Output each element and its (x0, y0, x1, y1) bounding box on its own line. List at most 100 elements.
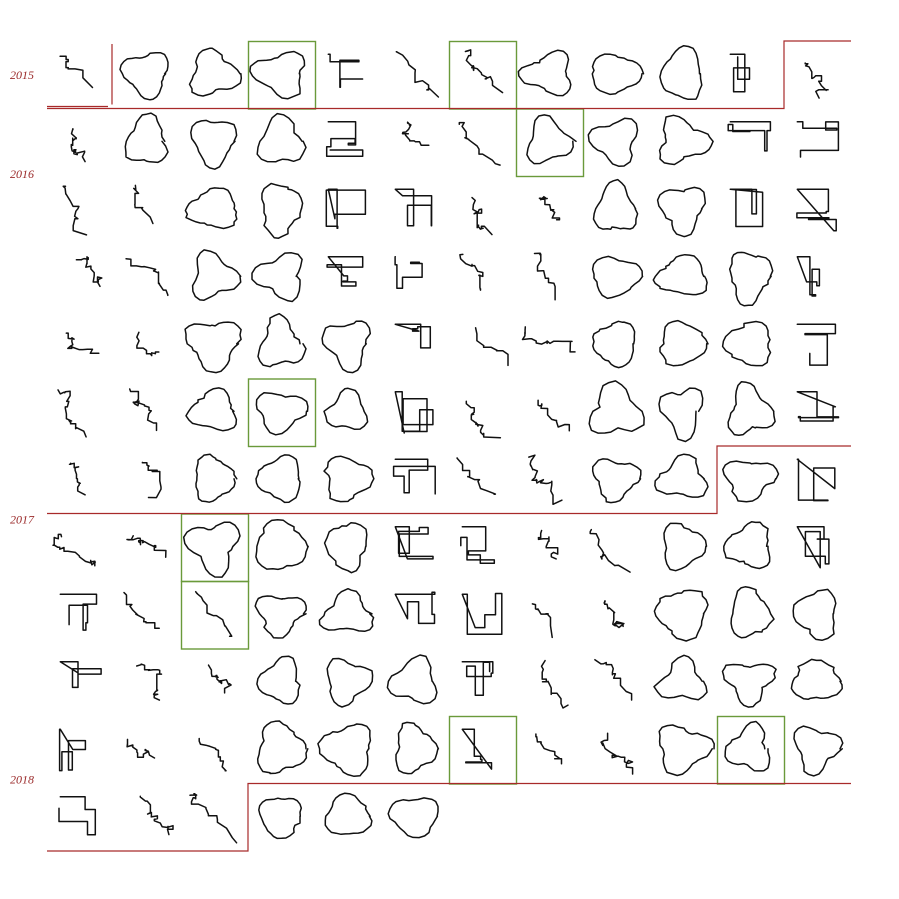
route-thumbnail (394, 526, 434, 560)
route-thumbnail (796, 458, 836, 502)
route-thumbnail (198, 737, 227, 772)
route-thumbnail (126, 738, 156, 759)
route-thumbnail (184, 321, 242, 374)
route-thumbnail (119, 51, 169, 101)
route-thumbnail (721, 663, 777, 708)
route-thumbnail (207, 664, 232, 694)
route-thumbnail (195, 453, 238, 503)
route-thumbnail (325, 188, 367, 229)
route-thumbnail (139, 795, 174, 836)
route-thumbnail (132, 184, 154, 225)
route-thumbnail (659, 319, 709, 367)
route-thumbnail (521, 326, 576, 353)
highlight-box (247, 378, 317, 448)
route-thumbnail (587, 117, 639, 167)
highlight-box (448, 715, 518, 785)
route-thumbnail (394, 256, 423, 290)
route-thumbnail (517, 49, 572, 97)
route-thumbnail (658, 387, 704, 443)
route-thumbnail (658, 114, 714, 166)
route-thumbnail (125, 258, 169, 297)
route-thumbnail (124, 112, 169, 164)
route-thumbnail (537, 529, 559, 560)
route-thumbnail (68, 462, 86, 496)
route-thumbnail (70, 127, 86, 163)
route-thumbnail (728, 251, 774, 307)
route-thumbnail (321, 320, 372, 374)
route-thumbnail (59, 593, 98, 631)
route-thumbnail (128, 388, 158, 432)
route-thumbnail (589, 528, 631, 573)
route-thumbnail (526, 114, 577, 165)
route-thumbnail (188, 47, 243, 97)
route-thumbnail (256, 112, 307, 163)
route-thumbnail (324, 792, 373, 836)
route-thumbnail (135, 663, 163, 701)
route-thumbnail (255, 518, 309, 571)
route-thumbnail (653, 654, 708, 701)
route-thumbnail (792, 588, 837, 642)
route-thumbnail (323, 387, 369, 430)
route-thumbnail (256, 655, 301, 705)
route-thumbnail (257, 312, 307, 368)
route-thumbnail (326, 657, 374, 708)
route-thumbnail (256, 720, 309, 775)
route-thumbnail (535, 733, 563, 765)
route-thumbnail (190, 119, 238, 170)
route-thumbnail (394, 188, 433, 227)
route-thumbnail (592, 320, 636, 369)
route-thumbnail (591, 53, 645, 96)
route-thumbnail (474, 327, 509, 367)
route-thumbnail (386, 654, 438, 705)
year-label: 2016 (10, 167, 34, 181)
route-thumbnail (796, 188, 837, 232)
year-label: 2015 (10, 68, 34, 82)
route-thumbnail (729, 53, 751, 93)
route-thumbnail (58, 796, 97, 836)
route-thumbnail (182, 521, 241, 578)
route-thumbnail (723, 521, 771, 570)
route-thumbnail (658, 724, 715, 777)
year-separator (47, 44, 113, 108)
route-thumbnail (52, 533, 97, 567)
route-thumbnail (395, 50, 440, 98)
route-thumbnail (136, 331, 160, 357)
route-thumbnail (537, 399, 571, 432)
year-separator (47, 782, 851, 852)
route-thumbnail (456, 457, 497, 496)
route-thumbnail (796, 526, 830, 569)
route-thumbnail (189, 793, 238, 844)
highlight-box (180, 580, 250, 650)
route-thumbnail (790, 658, 843, 701)
year-label: 2018 (10, 773, 34, 787)
route-thumbnail (184, 187, 238, 230)
route-thumbnail (603, 600, 625, 629)
route-thumbnail (461, 592, 503, 635)
route-thumbnail (465, 400, 502, 439)
route-thumbnail (663, 522, 708, 572)
route-thumbnail (600, 732, 634, 775)
route-thumbnail (261, 182, 304, 239)
route-thumbnail (653, 589, 709, 642)
route-thumbnail (659, 44, 703, 101)
route-thumbnail (464, 49, 504, 94)
route-thumbnails (52, 44, 844, 844)
route-thumbnail (255, 392, 309, 436)
route-thumbnail (592, 178, 639, 230)
route-thumbnail (392, 458, 436, 495)
route-thumbnail (458, 121, 501, 166)
route-thumbnail (793, 725, 844, 777)
route-thumbnail (325, 121, 364, 158)
route-thumbnail (394, 323, 432, 349)
route-thumbnail (721, 320, 772, 367)
route-thumbnail (126, 535, 167, 558)
route-thumbnail (326, 256, 364, 287)
route-thumbnail (471, 196, 493, 236)
route-thumbnail (75, 256, 103, 288)
highlight-box (247, 40, 317, 110)
highlight-box (716, 715, 786, 785)
route-thumbnail (533, 252, 556, 301)
route-thumbnail (394, 591, 436, 625)
route-thumbnail (59, 55, 94, 89)
route-thumbnail (461, 728, 493, 770)
